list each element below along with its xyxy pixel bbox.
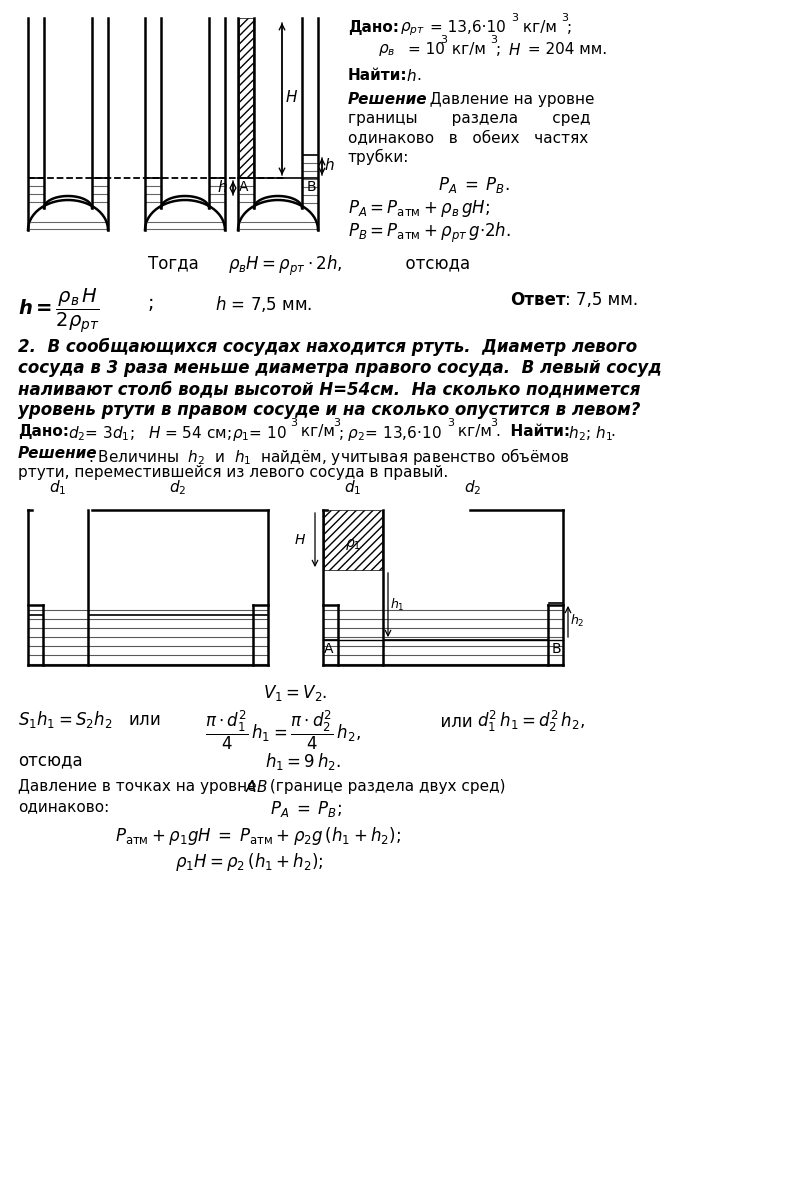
Text: h: h [217, 180, 227, 196]
Text: H: H [286, 90, 297, 106]
Text: $P_A = P_{\rm атм} + \rho_{\it в}\, gH;$: $P_A = P_{\rm атм} + \rho_{\it в}\, gH;$ [348, 198, 490, 218]
Text: ; $\rho_2$= 13,6·10: ; $\rho_2$= 13,6·10 [338, 424, 442, 443]
Text: $d_2$: $d_2$ [169, 478, 187, 497]
Text: = 10: = 10 [408, 42, 445, 56]
Text: кг/м: кг/м [518, 20, 557, 35]
Text: 3: 3 [561, 13, 568, 23]
Text: $\rho_1$= 10: $\rho_1$= 10 [232, 424, 287, 443]
Text: $h_2$; $h_1$: $h_2$; $h_1$ [564, 424, 613, 443]
Text: $P_A\;=\;P_B;$: $P_A\;=\;P_B;$ [270, 799, 342, 818]
Text: Решение: Решение [348, 92, 427, 107]
Text: 2.  В сообщающихся сосудах находится ртуть.  Диаметр левого: 2. В сообщающихся сосудах находится ртут… [18, 338, 637, 356]
Bar [324, 510, 382, 570]
Text: 3: 3 [490, 418, 497, 428]
Text: наливают столб воды высотой H=54см.  На сколько поднимется: наливают столб воды высотой H=54см. На с… [18, 380, 641, 398]
Text: $\rho_{\it в}$: $\rho_{\it в}$ [378, 42, 395, 58]
Text: = 13,6·10: = 13,6·10 [430, 20, 506, 35]
Text: $\rho_{\it рт}$: $\rho_{\it рт}$ [400, 20, 425, 37]
Text: $H$: $H$ [508, 42, 521, 58]
Text: одинаково   в   обеих   частях: одинаково в обеих частях [348, 130, 588, 145]
Text: 3: 3 [440, 35, 447, 44]
Text: .: . [416, 68, 421, 83]
Text: $h_1 = 9\,h_2.$: $h_1 = 9\,h_2.$ [265, 751, 341, 772]
Text: Найти:: Найти: [348, 68, 408, 83]
Text: $\boldsymbol{h = \dfrac{\rho_{\it в}\, H}{2\rho_{\it рт}}}$: $\boldsymbol{h = \dfrac{\rho_{\it в}\, H… [18, 286, 100, 335]
Text: Найти:: Найти: [500, 424, 570, 439]
Text: кг/м: кг/м [453, 424, 492, 439]
Text: 3: 3 [290, 418, 297, 428]
Text: $h$ = 7,5 мм.: $h$ = 7,5 мм. [215, 294, 312, 314]
Text: $d_2$: $d_2$ [464, 478, 482, 497]
Text: $h$: $h$ [406, 68, 416, 84]
Text: отсюда: отсюда [18, 751, 83, 769]
Text: Решение: Решение [18, 446, 98, 461]
Text: ;: ; [567, 20, 572, 35]
Text: $H$ = 54 см;: $H$ = 54 см; [148, 424, 231, 442]
Text: B: B [552, 642, 561, 656]
Text: или: или [430, 713, 473, 731]
Text: $V_1 = V_2.$: $V_1 = V_2.$ [263, 683, 327, 703]
Text: H: H [294, 533, 305, 547]
Text: кг/м: кг/м [447, 42, 486, 56]
Text: A: A [324, 642, 334, 656]
Text: ;: ; [496, 42, 511, 56]
Text: .: . [610, 424, 615, 439]
Text: $S_1h_1 = S_2h_2$   или: $S_1h_1 = S_2h_2$ или [18, 709, 161, 730]
Text: границы       раздела       сред: границы раздела сред [348, 110, 590, 126]
Text: 3: 3 [511, 13, 518, 23]
Text: одинаково:: одинаково: [18, 799, 109, 814]
Text: $d_1^2\,h_1 = d_2^2\,h_2,$: $d_1^2\,h_1 = d_2^2\,h_2,$ [477, 709, 585, 734]
Text: Дано:: Дано: [348, 20, 399, 35]
Text: $P_A\;=\;P_B.$: $P_A\;=\;P_B.$ [438, 175, 510, 194]
Text: 3: 3 [333, 418, 340, 428]
Text: B: B [306, 180, 316, 194]
Text: : 7,5 мм.: : 7,5 мм. [565, 290, 638, 308]
Text: $h_1$: $h_1$ [390, 596, 405, 613]
Bar [239, 18, 253, 178]
Text: 3: 3 [447, 418, 454, 428]
Text: $d_1$: $d_1$ [50, 478, 67, 497]
Text: $d_1$: $d_1$ [344, 478, 362, 497]
Text: трубки:: трубки: [348, 149, 409, 166]
Text: (границе раздела двух сред): (границе раздела двух сред) [265, 779, 505, 794]
Text: $AB$: $AB$ [245, 779, 268, 794]
Text: Тогда: Тогда [148, 254, 199, 272]
Text: сосуда в 3 раза меньше диаметра правого сосуда.  В левый сосуд: сосуда в 3 раза меньше диаметра правого … [18, 359, 662, 377]
Text: ;: ; [148, 294, 154, 313]
Text: .: . [495, 424, 500, 439]
Text: отсюда: отсюда [395, 254, 470, 272]
Text: кг/м: кг/м [296, 424, 335, 439]
Text: $h_2$: $h_2$ [570, 613, 585, 629]
Text: . Давление на уровне: . Давление на уровне [420, 92, 594, 107]
Text: $\rho_{\it в} H = \rho_{\it рт} \cdot 2h,$: $\rho_{\it в} H = \rho_{\it рт} \cdot 2h… [228, 254, 342, 278]
Text: A: A [239, 180, 249, 194]
Text: $d_2$= 3$d_1$;: $d_2$= 3$d_1$; [68, 424, 135, 443]
Text: $P_B = P_{\rm атм} + \rho_{\it рт}\, g{\cdot}2h.$: $P_B = P_{\rm атм} + \rho_{\it рт}\, g{\… [348, 221, 511, 245]
Text: . Величины  $h_2$  и  $h_1$  найдём, учитывая равенство объёмов: . Величины $h_2$ и $h_1$ найдём, учитыва… [88, 446, 570, 467]
Text: Ответ: Ответ [510, 290, 566, 308]
Text: Давление в точках на уровне: Давление в точках на уровне [18, 779, 261, 794]
Text: $P_{\rm атм} + \rho_1 gH\;=\;P_{\rm атм} + \rho_2 g\,(h_1 + h_2);$: $P_{\rm атм} + \rho_1 gH\;=\;P_{\rm атм}… [115, 826, 401, 847]
Text: 3: 3 [490, 35, 497, 44]
Text: ртути, переместившейся из левого сосуда в правый.: ртути, переместившейся из левого сосуда … [18, 464, 449, 480]
Text: уровень ртути в правом сосуде и на сколько опустится в левом?: уровень ртути в правом сосуде и на сколь… [18, 401, 641, 419]
Text: h: h [324, 158, 334, 174]
Text: Дано:: Дано: [18, 424, 69, 439]
Text: $\rho_1 H = \rho_2\,(h_1 + h_2);$: $\rho_1 H = \rho_2\,(h_1 + h_2);$ [175, 851, 323, 874]
Text: $\dfrac{\pi \cdot d_1^2}{4}\,h_1 = \dfrac{\pi \cdot d_2^2}{4}\,h_2,$: $\dfrac{\pi \cdot d_1^2}{4}\,h_1 = \dfra… [205, 709, 360, 752]
Text: $\rho_1$: $\rho_1$ [345, 538, 361, 552]
Text: = 204 мм.: = 204 мм. [523, 42, 607, 56]
